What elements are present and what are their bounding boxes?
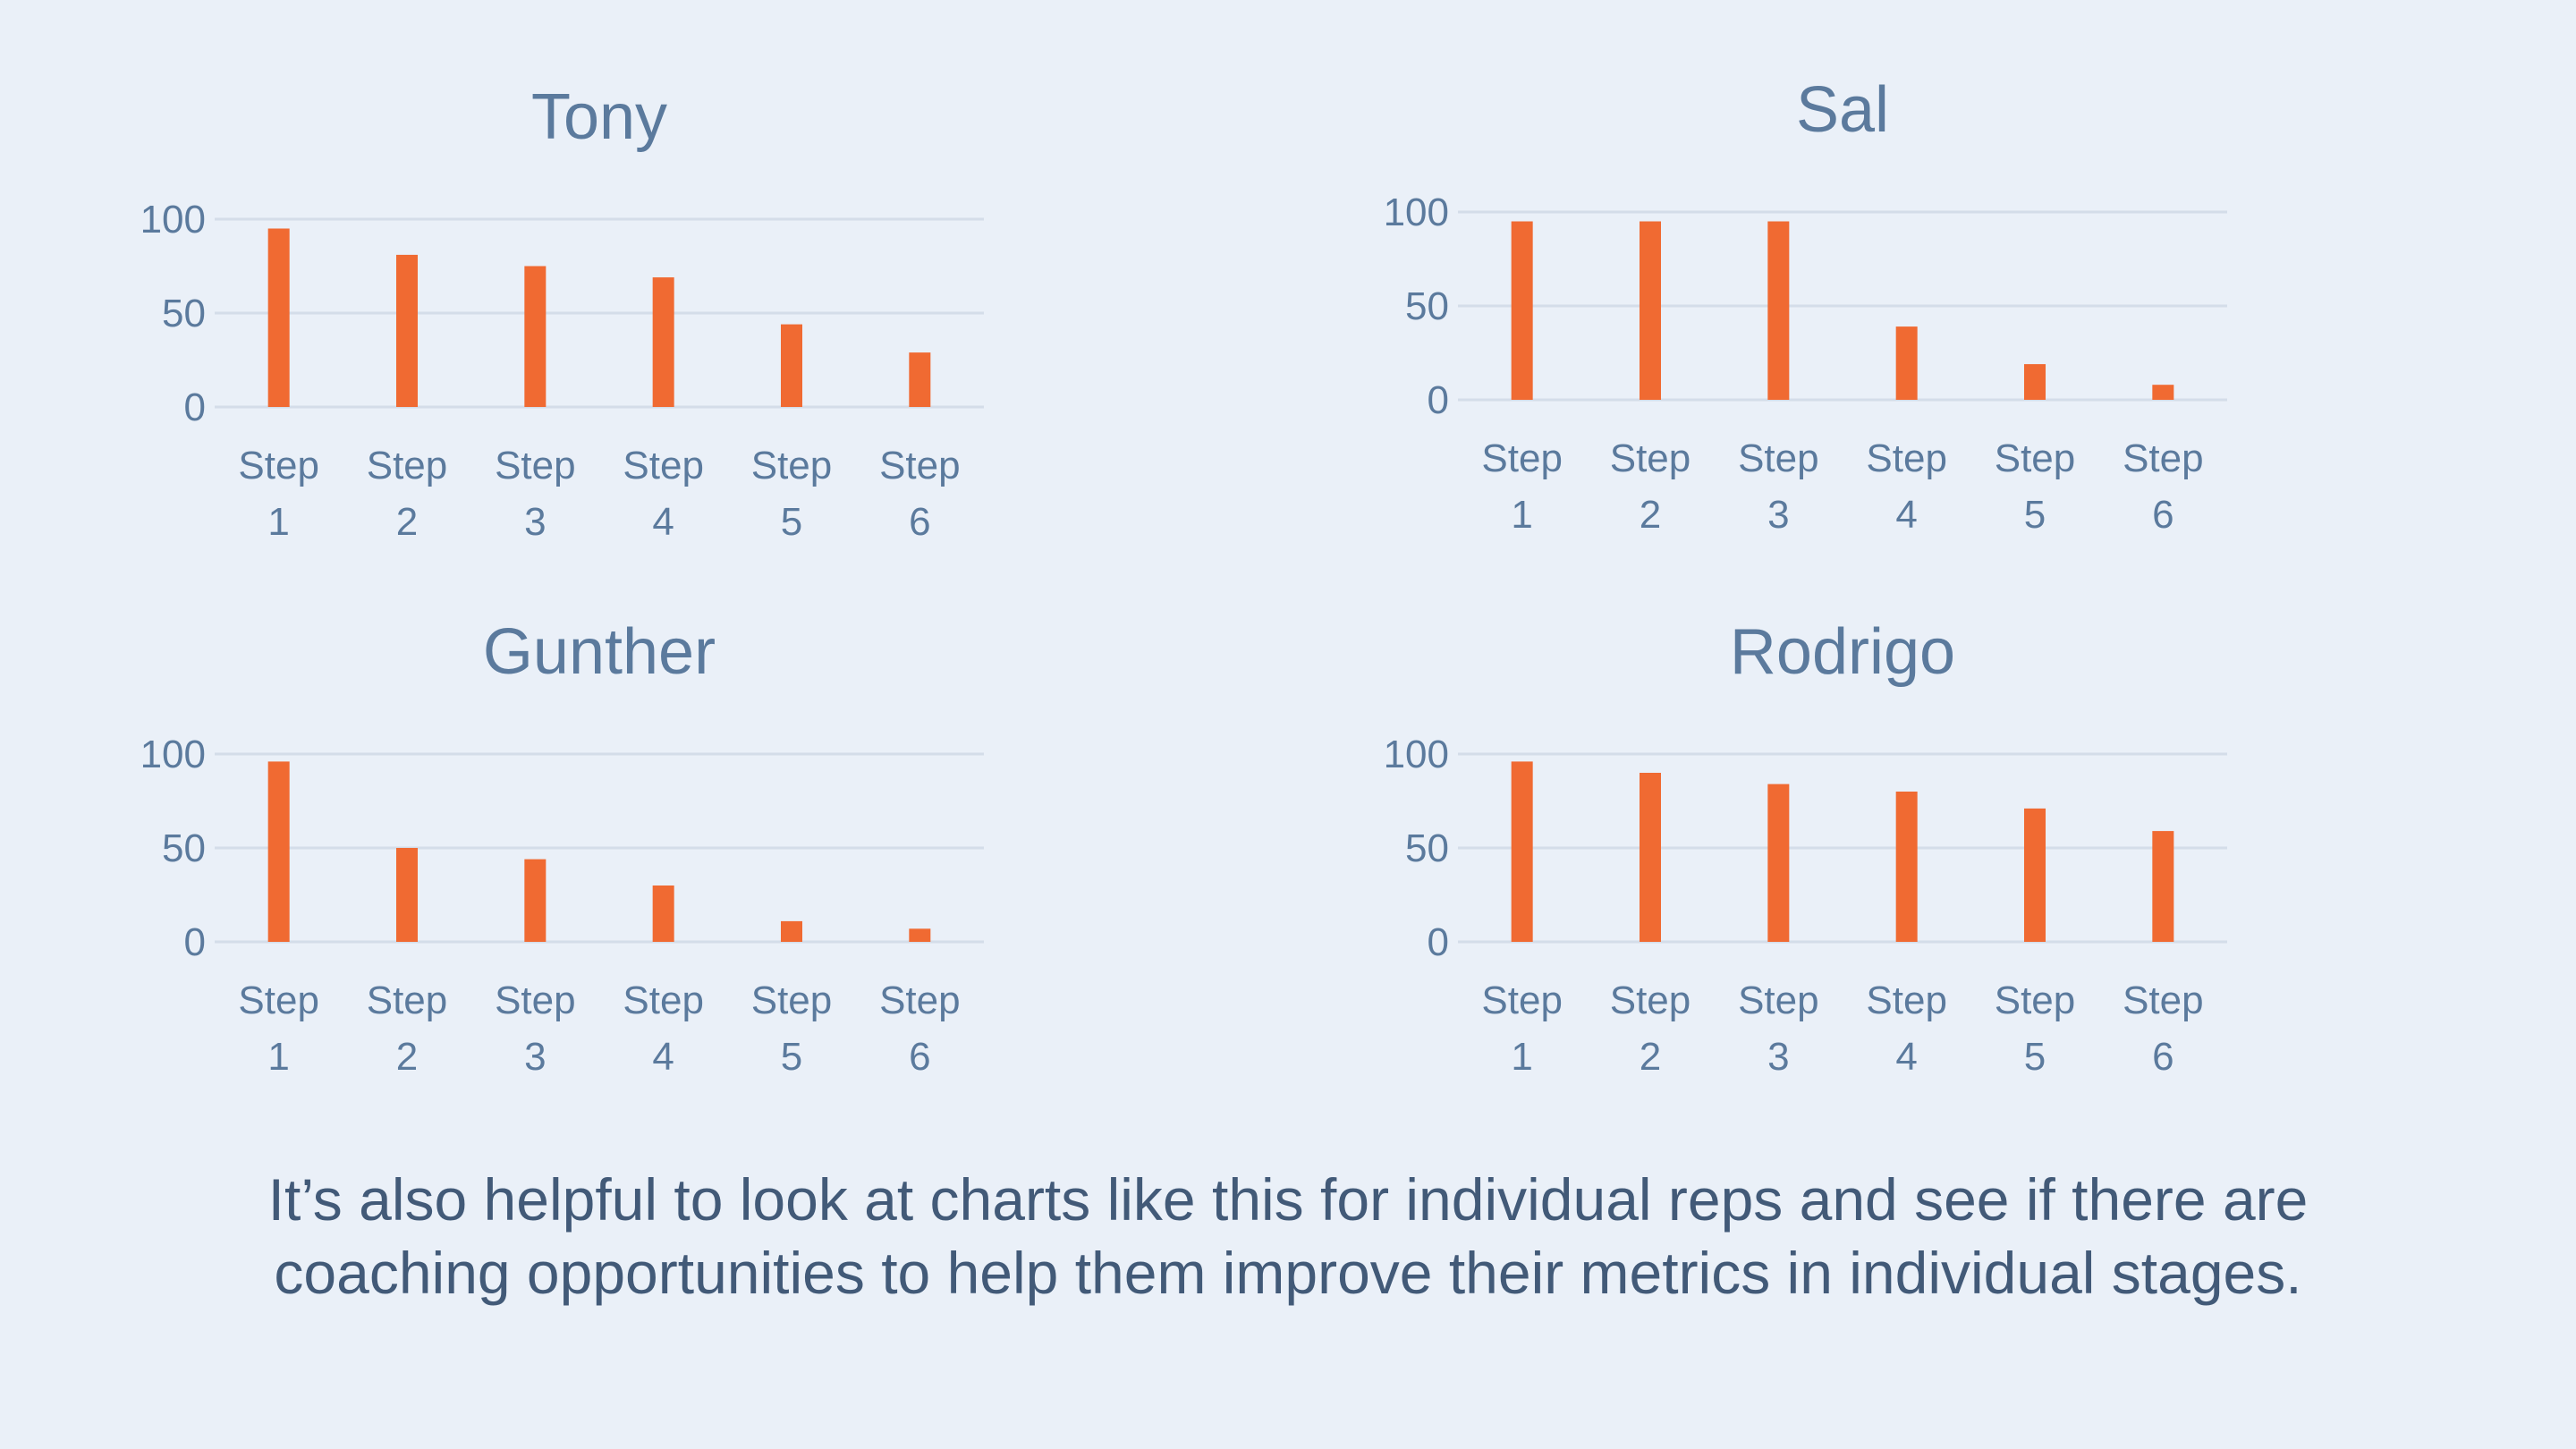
y-tick-label: 0 [184, 386, 206, 429]
bar-chart-rodrigo: Rodrigo 0 50 100 Step 1 Step 2 Step 3 Step 4 Step 5 St… [1384, 616, 2227, 1079]
x-tick-label: Step [623, 444, 704, 487]
x-tick-label-number: 4 [1895, 1035, 1917, 1079]
bar [2024, 364, 2046, 400]
x-tick-label: Step [879, 979, 961, 1022]
x-tick-label: Step [495, 444, 576, 487]
caption-text: It’s also helpful to look at charts like… [0, 1163, 2576, 1309]
x-tick-label: Step [1610, 979, 1691, 1022]
x-tick-label-number: 3 [524, 1035, 546, 1079]
x-tick-label-number: 2 [396, 500, 418, 544]
bar [1895, 792, 1918, 942]
x-tick-label-number: 2 [396, 1035, 418, 1079]
x-tick-label-number: 4 [652, 1035, 674, 1079]
x-tick-label: Step [1866, 436, 1947, 480]
x-tick-label-number: 2 [1640, 493, 1661, 537]
x-tick-label: Step [1481, 979, 1563, 1022]
y-tick-label: 100 [140, 198, 206, 242]
bar [524, 859, 547, 942]
x-tick-label-number: 6 [2152, 1035, 2174, 1079]
x-tick-label: Step [495, 979, 576, 1022]
x-tick-label: Step [751, 444, 833, 487]
bar-chart-tony: Tony 0 50 100 Step 1 Step 2 Step 3 Step 4 Step 5 Step 6 [140, 81, 984, 544]
x-tick-label-number: 1 [1511, 493, 1532, 537]
y-tick-label: 50 [162, 826, 206, 870]
bar [909, 928, 931, 942]
chart-title: Rodrigo [1730, 616, 1955, 688]
bar-chart-sal: Sal 0 50 100 Step 1 Step 2 Step 3 Step 4 Step 5 Step 6 [1384, 74, 2227, 537]
bar [1895, 326, 1918, 400]
bar [1640, 773, 1661, 942]
x-tick-label: Step [367, 444, 448, 487]
x-tick-label: Step [1866, 979, 1947, 1022]
x-tick-label: Step [2123, 436, 2204, 480]
bar [909, 352, 931, 407]
x-tick-label-number: 6 [2152, 493, 2174, 537]
bar [652, 277, 674, 407]
y-tick-label: 50 [1405, 826, 1449, 870]
y-tick-label: 50 [1405, 284, 1449, 328]
y-tick-label: 0 [184, 920, 206, 964]
y-tick-label: 0 [1428, 378, 1449, 422]
bar [1511, 761, 1533, 942]
chart-title: Sal [1796, 74, 1889, 146]
bar [2024, 808, 2046, 942]
x-tick-label: Step [1481, 436, 1563, 480]
x-tick-label: Step [1738, 436, 1819, 480]
x-tick-label-number: 4 [652, 500, 674, 544]
x-tick-label-number: 3 [1767, 493, 1789, 537]
x-tick-label-number: 5 [781, 1035, 802, 1079]
chart-title: Tony [531, 81, 667, 153]
x-tick-label-number: 6 [909, 500, 930, 544]
bar [267, 228, 290, 407]
y-tick-label: 50 [162, 292, 206, 335]
x-tick-label: Step [623, 979, 704, 1022]
caption-line-2: coaching opportunities to help them impr… [274, 1240, 2302, 1306]
x-tick-label-number: 4 [1895, 493, 1917, 537]
x-tick-label: Step [367, 979, 448, 1022]
bar [524, 266, 547, 407]
x-tick-label: Step [1610, 436, 1691, 480]
bar [781, 920, 802, 942]
x-tick-label-number: 1 [267, 500, 289, 544]
bar [396, 848, 418, 942]
x-tick-label-number: 5 [781, 500, 802, 544]
bar [652, 886, 674, 942]
y-tick-label: 100 [1384, 733, 1449, 776]
x-tick-label-number: 5 [2024, 493, 2046, 537]
bar [2152, 385, 2174, 400]
x-tick-label: Step [238, 444, 319, 487]
x-tick-label-number: 6 [909, 1035, 930, 1079]
bar [781, 324, 802, 407]
chart-title: Gunther [483, 616, 716, 688]
x-tick-label-number: 2 [1640, 1035, 1661, 1079]
bar [267, 761, 290, 942]
y-tick-label: 100 [140, 733, 206, 776]
x-tick-label: Step [751, 979, 833, 1022]
y-tick-label: 100 [1384, 191, 1449, 234]
x-tick-label-number: 3 [1767, 1035, 1789, 1079]
x-tick-label: Step [879, 444, 961, 487]
bar [1767, 784, 1790, 942]
x-tick-label-number: 1 [267, 1035, 289, 1079]
bar [1640, 221, 1661, 400]
bar [1511, 221, 1533, 400]
bar-chart-gunther: Gunther 0 50 100 Step 1 Step 2 Step 3 Step 4 Step 5 St… [140, 616, 984, 1079]
caption-line-1: It’s also helpful to look at charts like… [267, 1166, 2309, 1233]
x-tick-label: Step [1738, 979, 1819, 1022]
bar [396, 254, 418, 407]
x-tick-label: Step [238, 979, 319, 1022]
x-tick-label: Step [2123, 979, 2204, 1022]
x-tick-label: Step [1995, 979, 2076, 1022]
y-tick-label: 0 [1428, 920, 1449, 964]
x-tick-label-number: 5 [2024, 1035, 2046, 1079]
x-tick-label-number: 1 [1511, 1035, 1532, 1079]
bar [1767, 221, 1790, 400]
bar [2152, 831, 2174, 942]
x-tick-label-number: 3 [524, 500, 546, 544]
x-tick-label: Step [1995, 436, 2076, 480]
